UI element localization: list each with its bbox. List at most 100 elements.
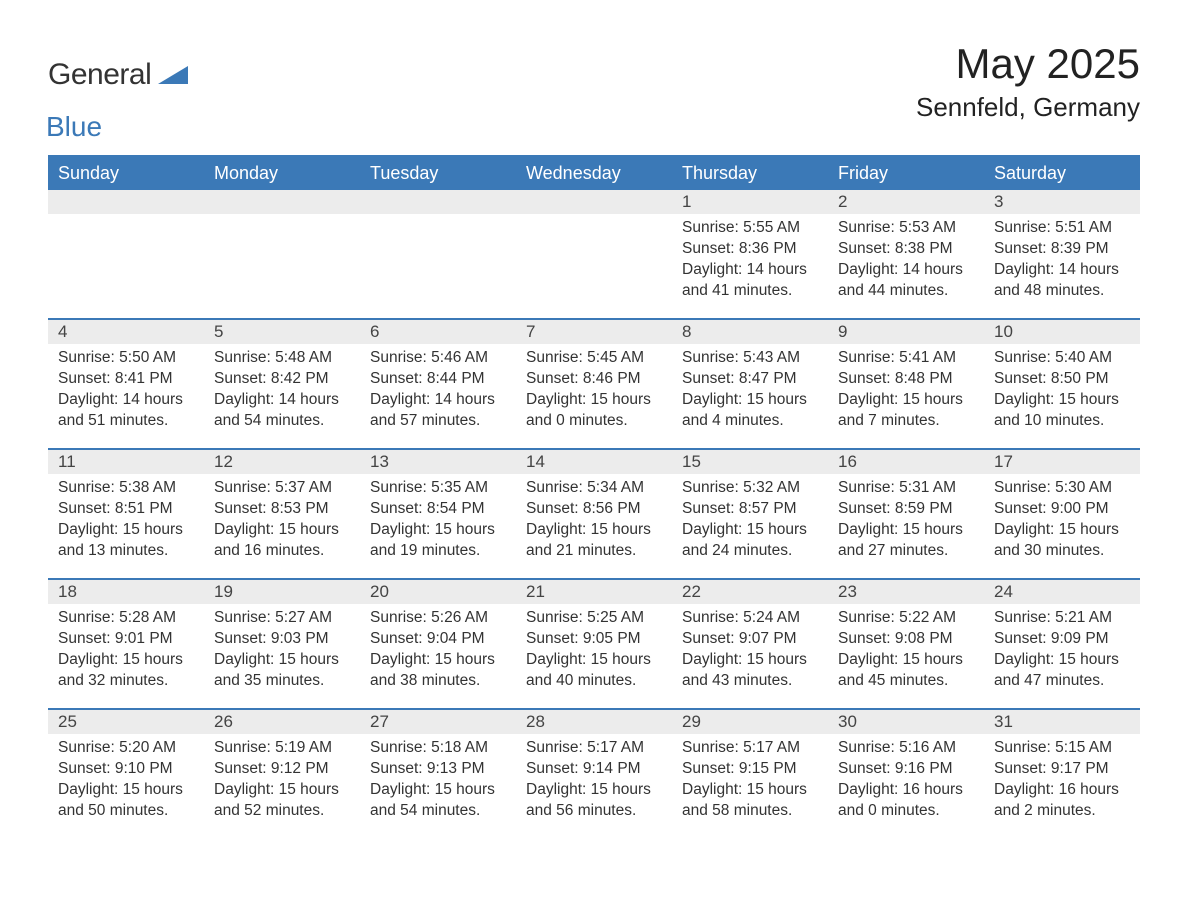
day-number: 27	[360, 710, 516, 734]
sunset-line: Sunset: 9:10 PM	[58, 759, 194, 780]
day-body: Sunrise: 5:55 AMSunset: 8:36 PMDaylight:…	[672, 214, 828, 310]
day-number: 7	[516, 320, 672, 344]
daylight-line: Daylight: 15 hours and 56 minutes.	[526, 780, 662, 822]
sunrise-line: Sunrise: 5:20 AM	[58, 738, 194, 759]
day-cell: 15Sunrise: 5:32 AMSunset: 8:57 PMDayligh…	[672, 450, 828, 578]
empty-day	[360, 190, 516, 214]
day-body: Sunrise: 5:30 AMSunset: 9:00 PMDaylight:…	[984, 474, 1140, 570]
daylight-line: Daylight: 15 hours and 58 minutes.	[682, 780, 818, 822]
weekday-header: Saturday	[984, 157, 1140, 190]
location: Sennfeld, Germany	[916, 92, 1140, 123]
daylight-line: Daylight: 15 hours and 47 minutes.	[994, 650, 1130, 692]
sunrise-line: Sunrise: 5:53 AM	[838, 218, 974, 239]
day-cell	[360, 190, 516, 318]
sunrise-line: Sunrise: 5:17 AM	[682, 738, 818, 759]
sunrise-line: Sunrise: 5:17 AM	[526, 738, 662, 759]
day-body: Sunrise: 5:25 AMSunset: 9:05 PMDaylight:…	[516, 604, 672, 700]
day-cell: 2Sunrise: 5:53 AMSunset: 8:38 PMDaylight…	[828, 190, 984, 318]
day-cell: 14Sunrise: 5:34 AMSunset: 8:56 PMDayligh…	[516, 450, 672, 578]
daylight-line: Daylight: 15 hours and 35 minutes.	[214, 650, 350, 692]
day-number: 5	[204, 320, 360, 344]
day-body: Sunrise: 5:53 AMSunset: 8:38 PMDaylight:…	[828, 214, 984, 310]
weekday-header: Friday	[828, 157, 984, 190]
daylight-line: Daylight: 15 hours and 4 minutes.	[682, 390, 818, 432]
weekday-header: Monday	[204, 157, 360, 190]
sunset-line: Sunset: 9:05 PM	[526, 629, 662, 650]
day-cell: 13Sunrise: 5:35 AMSunset: 8:54 PMDayligh…	[360, 450, 516, 578]
day-body: Sunrise: 5:38 AMSunset: 8:51 PMDaylight:…	[48, 474, 204, 570]
sunrise-line: Sunrise: 5:16 AM	[838, 738, 974, 759]
title-block: May 2025 Sennfeld, Germany	[916, 40, 1140, 123]
daylight-line: Daylight: 15 hours and 7 minutes.	[838, 390, 974, 432]
day-number: 21	[516, 580, 672, 604]
sunrise-line: Sunrise: 5:41 AM	[838, 348, 974, 369]
sunset-line: Sunset: 9:14 PM	[526, 759, 662, 780]
day-body: Sunrise: 5:15 AMSunset: 9:17 PMDaylight:…	[984, 734, 1140, 830]
sunset-line: Sunset: 9:00 PM	[994, 499, 1130, 520]
daylight-line: Daylight: 15 hours and 45 minutes.	[838, 650, 974, 692]
daylight-line: Daylight: 15 hours and 21 minutes.	[526, 520, 662, 562]
day-cell: 1Sunrise: 5:55 AMSunset: 8:36 PMDaylight…	[672, 190, 828, 318]
day-number: 31	[984, 710, 1140, 734]
logo-triangle-icon	[158, 62, 188, 89]
logo-text: General Blue	[48, 58, 188, 143]
day-number: 25	[48, 710, 204, 734]
day-body: Sunrise: 5:46 AMSunset: 8:44 PMDaylight:…	[360, 344, 516, 440]
day-number: 13	[360, 450, 516, 474]
sunrise-line: Sunrise: 5:27 AM	[214, 608, 350, 629]
sunrise-line: Sunrise: 5:24 AM	[682, 608, 818, 629]
day-number: 12	[204, 450, 360, 474]
weekday-header: Thursday	[672, 157, 828, 190]
daylight-line: Daylight: 15 hours and 27 minutes.	[838, 520, 974, 562]
day-number: 24	[984, 580, 1140, 604]
day-body: Sunrise: 5:19 AMSunset: 9:12 PMDaylight:…	[204, 734, 360, 830]
sunset-line: Sunset: 8:59 PM	[838, 499, 974, 520]
week-row: 4Sunrise: 5:50 AMSunset: 8:41 PMDaylight…	[48, 318, 1140, 448]
day-cell: 26Sunrise: 5:19 AMSunset: 9:12 PMDayligh…	[204, 710, 360, 838]
day-number: 6	[360, 320, 516, 344]
daylight-line: Daylight: 15 hours and 32 minutes.	[58, 650, 194, 692]
day-body: Sunrise: 5:17 AMSunset: 9:15 PMDaylight:…	[672, 734, 828, 830]
day-cell: 21Sunrise: 5:25 AMSunset: 9:05 PMDayligh…	[516, 580, 672, 708]
day-cell: 8Sunrise: 5:43 AMSunset: 8:47 PMDaylight…	[672, 320, 828, 448]
sunset-line: Sunset: 8:44 PM	[370, 369, 506, 390]
week-row: 1Sunrise: 5:55 AMSunset: 8:36 PMDaylight…	[48, 190, 1140, 318]
sunrise-line: Sunrise: 5:30 AM	[994, 478, 1130, 499]
day-body: Sunrise: 5:16 AMSunset: 9:16 PMDaylight:…	[828, 734, 984, 830]
sunset-line: Sunset: 9:12 PM	[214, 759, 350, 780]
day-number: 10	[984, 320, 1140, 344]
day-body: Sunrise: 5:21 AMSunset: 9:09 PMDaylight:…	[984, 604, 1140, 700]
day-cell: 6Sunrise: 5:46 AMSunset: 8:44 PMDaylight…	[360, 320, 516, 448]
header: General Blue May 2025 Sennfeld, Germany	[48, 40, 1140, 143]
day-number: 15	[672, 450, 828, 474]
day-number: 17	[984, 450, 1140, 474]
day-body: Sunrise: 5:48 AMSunset: 8:42 PMDaylight:…	[204, 344, 360, 440]
day-cell: 22Sunrise: 5:24 AMSunset: 9:07 PMDayligh…	[672, 580, 828, 708]
day-body: Sunrise: 5:26 AMSunset: 9:04 PMDaylight:…	[360, 604, 516, 700]
day-number: 30	[828, 710, 984, 734]
sunrise-line: Sunrise: 5:51 AM	[994, 218, 1130, 239]
day-number: 29	[672, 710, 828, 734]
day-cell: 10Sunrise: 5:40 AMSunset: 8:50 PMDayligh…	[984, 320, 1140, 448]
daylight-line: Daylight: 15 hours and 16 minutes.	[214, 520, 350, 562]
daylight-line: Daylight: 14 hours and 54 minutes.	[214, 390, 350, 432]
sunset-line: Sunset: 9:13 PM	[370, 759, 506, 780]
day-body: Sunrise: 5:41 AMSunset: 8:48 PMDaylight:…	[828, 344, 984, 440]
day-body: Sunrise: 5:50 AMSunset: 8:41 PMDaylight:…	[48, 344, 204, 440]
logo-blue: Blue	[46, 111, 188, 143]
sunrise-line: Sunrise: 5:21 AM	[994, 608, 1130, 629]
daylight-line: Daylight: 15 hours and 13 minutes.	[58, 520, 194, 562]
sunrise-line: Sunrise: 5:43 AM	[682, 348, 818, 369]
sunset-line: Sunset: 8:39 PM	[994, 239, 1130, 260]
day-number: 2	[828, 190, 984, 214]
sunset-line: Sunset: 8:51 PM	[58, 499, 194, 520]
day-body: Sunrise: 5:22 AMSunset: 9:08 PMDaylight:…	[828, 604, 984, 700]
day-number: 23	[828, 580, 984, 604]
day-cell	[516, 190, 672, 318]
weekday-header: Sunday	[48, 157, 204, 190]
sunrise-line: Sunrise: 5:18 AM	[370, 738, 506, 759]
day-number: 26	[204, 710, 360, 734]
day-body: Sunrise: 5:20 AMSunset: 9:10 PMDaylight:…	[48, 734, 204, 830]
day-number: 11	[48, 450, 204, 474]
day-cell: 20Sunrise: 5:26 AMSunset: 9:04 PMDayligh…	[360, 580, 516, 708]
